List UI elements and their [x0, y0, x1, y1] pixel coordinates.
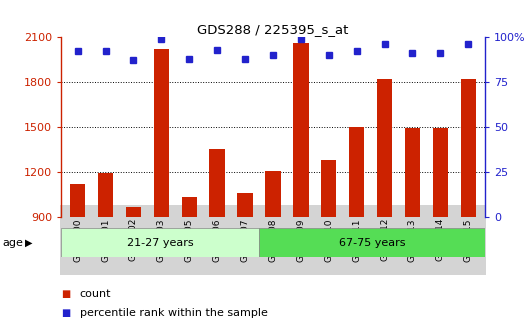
Bar [461, 79, 476, 217]
Bar [61, 228, 259, 257]
Text: percentile rank within the sample: percentile rank within the sample [80, 308, 267, 318]
Text: ■: ■ [61, 289, 70, 299]
Bar [154, 49, 169, 217]
Bar [377, 79, 392, 217]
Text: 21-27 years: 21-27 years [127, 238, 193, 248]
Text: ▶: ▶ [25, 238, 33, 248]
Bar [209, 149, 225, 217]
Bar [70, 184, 85, 217]
Bar [266, 171, 280, 217]
Bar [259, 228, 485, 257]
Bar [293, 43, 308, 217]
Bar [432, 128, 448, 217]
Text: ■: ■ [61, 308, 70, 318]
Bar [98, 172, 113, 217]
Title: GDS288 / 225395_s_at: GDS288 / 225395_s_at [197, 23, 349, 36]
Text: count: count [80, 289, 111, 299]
Text: 67-75 years: 67-75 years [339, 238, 405, 248]
Bar [237, 193, 253, 217]
Bar [182, 197, 197, 217]
Bar [405, 128, 420, 217]
Bar [349, 127, 364, 217]
Bar [126, 207, 141, 217]
Bar [321, 160, 337, 217]
Text: age: age [3, 238, 23, 248]
